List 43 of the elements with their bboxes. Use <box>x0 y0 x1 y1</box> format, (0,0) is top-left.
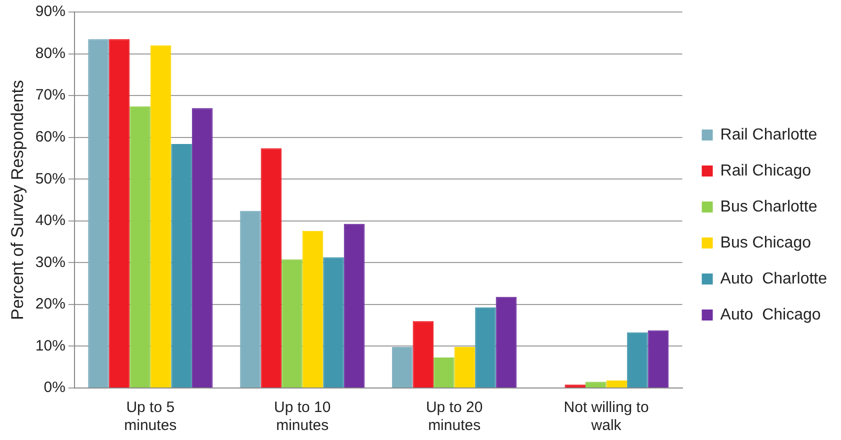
x-tick-label: Up to 20 minutes <box>426 399 483 434</box>
bar <box>240 210 261 388</box>
x-tick-label: Up to 5 minutes <box>124 399 177 434</box>
y-tick-label: 60% <box>35 128 66 146</box>
bar <box>171 144 192 388</box>
bar <box>627 332 648 388</box>
x-tick-label: Not willing to walk <box>564 399 649 434</box>
y-tick-label: 30% <box>35 254 66 271</box>
bar <box>323 257 344 388</box>
y-tick-label: 10% <box>35 337 66 354</box>
bar <box>130 106 150 388</box>
legend-label: Rail Chicago <box>720 162 812 180</box>
bar <box>260 148 282 388</box>
y-tick-label: 70% <box>35 86 66 104</box>
y-tick-label: 50% <box>35 170 66 188</box>
bar <box>392 347 413 388</box>
bar <box>454 347 476 388</box>
bar <box>282 259 302 388</box>
legend-label: Bus Chicago <box>720 234 812 252</box>
bar <box>586 382 606 388</box>
bar <box>648 330 669 388</box>
bar <box>302 230 324 388</box>
legend-label: Bus Charlotte <box>720 198 818 216</box>
bar <box>412 321 434 388</box>
bar <box>88 39 109 388</box>
y-tick-label: 90% <box>35 3 66 20</box>
bar <box>344 224 365 388</box>
bar <box>475 307 496 388</box>
legend-label: Auto Chicago <box>720 306 821 324</box>
legend-label: Auto Charlotte <box>720 270 828 288</box>
y-tick-label: 20% <box>35 296 66 313</box>
y-axis-title: Percent of Survey Respondents <box>8 80 27 320</box>
bar <box>192 108 213 388</box>
y-tick-label: 0% <box>44 379 66 396</box>
bar <box>606 380 628 388</box>
bar <box>434 358 454 388</box>
y-tick-label: 80% <box>35 44 66 62</box>
legend-label: Rail Charlotte <box>720 126 818 144</box>
bar <box>496 296 517 388</box>
bar <box>150 45 172 388</box>
y-tick-label: 40% <box>35 212 66 230</box>
bar <box>108 39 130 388</box>
x-tick-label: Up to 10 minutes <box>274 399 331 434</box>
